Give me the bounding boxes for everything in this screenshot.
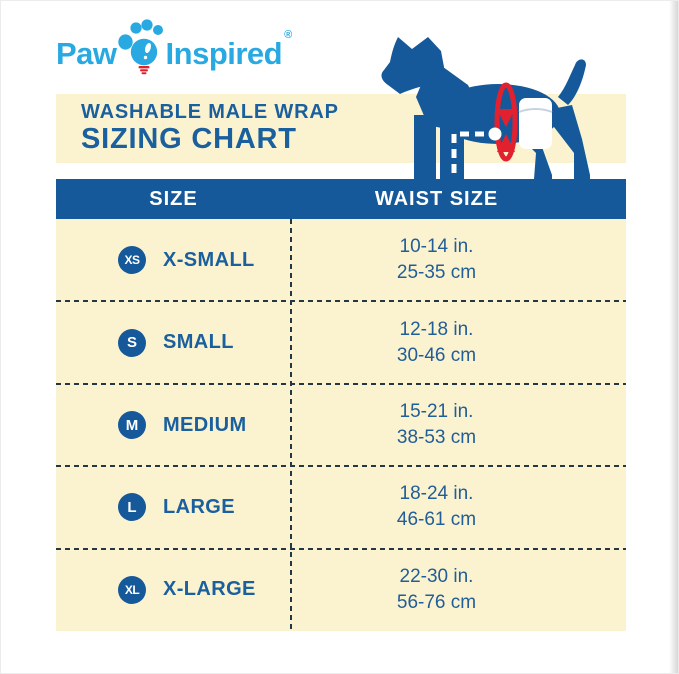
waist-cm: 46-61 cm	[396, 509, 477, 531]
waist-inches: 18-24 in.	[399, 483, 474, 505]
waist-cm: 38-53 cm	[396, 427, 477, 449]
waist-cm: 25-35 cm	[396, 262, 477, 284]
logo-word-paw: Paw	[56, 36, 117, 71]
sizing-table: XS X-SMALL 10-14 in. 25-35 cm S SMALL 12…	[56, 219, 626, 631]
waist-measure-arrows-icon	[494, 82, 518, 162]
waist-inches: 10-14 in.	[399, 236, 474, 258]
wrap-diaper-shape	[518, 98, 553, 149]
waist-inches: 22-30 in.	[399, 565, 474, 587]
table-row-large: L LARGE 18-24 in. 46-61 cm	[56, 465, 626, 548]
table-row-medium: M MEDIUM 15-21 in. 38-53 cm	[56, 382, 626, 466]
logo-word-inspired: Inspired	[165, 36, 283, 71]
size-label: LARGE	[163, 495, 235, 518]
dog-waist-measurement-illustration	[376, 21, 606, 181]
size-badge: XS	[118, 246, 146, 275]
size-badge: M	[118, 411, 146, 440]
paw-lightbulb-icon	[117, 19, 163, 75]
size-badge: XL	[118, 575, 146, 604]
heading-subtitle: WASHABLE MALE WRAP	[81, 101, 339, 123]
size-badge: L	[118, 493, 146, 522]
table-row-xlarge: XL X-LARGE 22-30 in. 56-76 cm	[56, 547, 626, 631]
table-row-small: S SMALL 12-18 in. 30-46 cm	[56, 300, 626, 383]
page-title: SIZING CHART	[81, 123, 297, 155]
waist-cm: 30-46 cm	[396, 344, 477, 366]
dog-silhouette	[381, 37, 590, 179]
waist-inches: 15-21 in.	[399, 401, 474, 423]
size-label: MEDIUM	[163, 413, 247, 436]
size-label: X-LARGE	[163, 578, 256, 601]
size-badge: S	[118, 328, 146, 357]
registered-trademark-symbol: ®	[284, 29, 293, 41]
size-label: SMALL	[163, 331, 234, 354]
brand-logo: Paw Inspired ®	[56, 17, 292, 75]
table-row-xsmall: XS X-SMALL 10-14 in. 25-35 cm	[56, 219, 626, 301]
dashed-measure-line	[451, 127, 502, 173]
column-divider	[290, 219, 292, 631]
column-header-waist-size: WAIST SIZE	[374, 187, 499, 210]
size-label: X-SMALL	[163, 248, 255, 271]
table-header: SIZE WAIST SIZE	[56, 179, 626, 219]
column-header-size: SIZE	[149, 187, 198, 210]
waist-inches: 12-18 in.	[399, 318, 474, 340]
waist-cm: 56-76 cm	[396, 591, 477, 613]
